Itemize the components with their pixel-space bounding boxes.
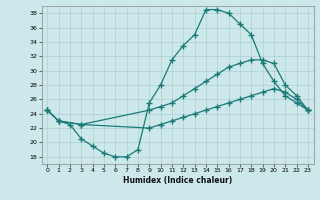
X-axis label: Humidex (Indice chaleur): Humidex (Indice chaleur) — [123, 176, 232, 185]
